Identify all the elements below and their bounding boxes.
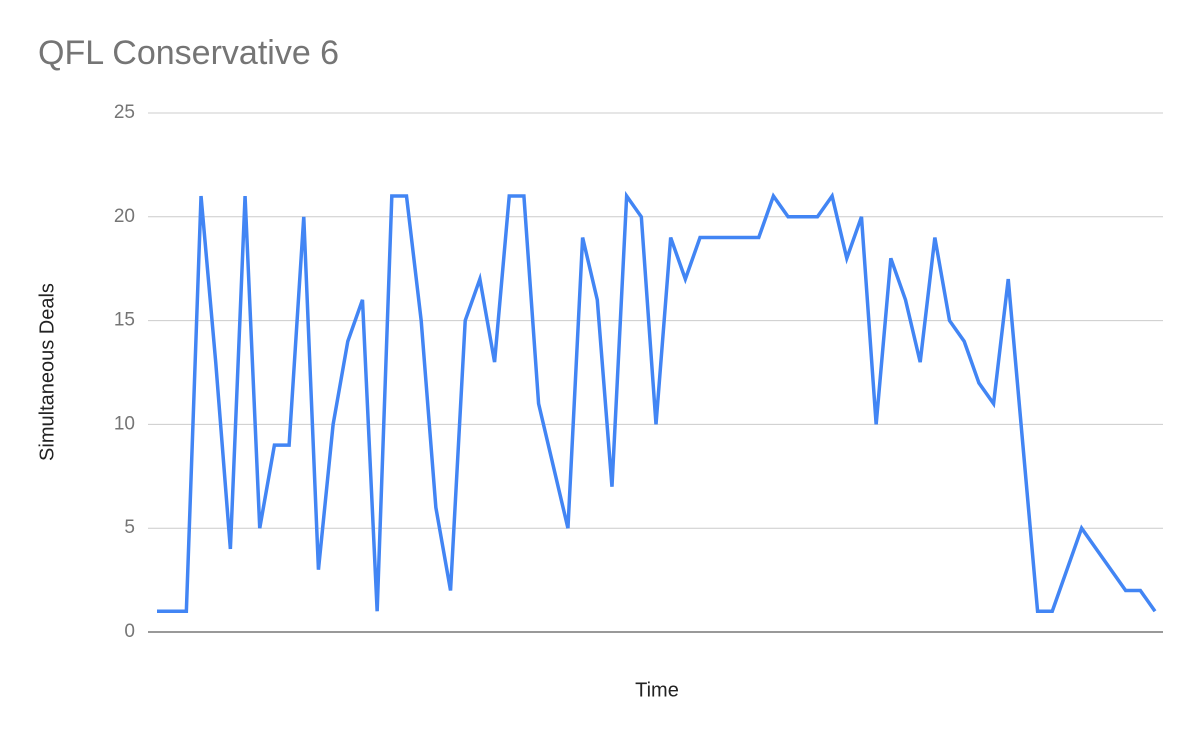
y-tick-label: 10 — [114, 413, 135, 434]
y-tick-label: 20 — [114, 206, 135, 227]
y-tick-label: 25 — [114, 102, 135, 123]
y-tick-label: 0 — [124, 621, 135, 642]
chart-title: QFL Conservative 6 — [38, 34, 339, 72]
y-tick-label: 5 — [124, 517, 135, 538]
x-axis-title: Time — [635, 679, 679, 701]
data-line — [157, 190, 1157, 613]
y-tick-label: 15 — [114, 310, 135, 331]
y-axis-title: Simultaneous Deals — [36, 283, 58, 461]
